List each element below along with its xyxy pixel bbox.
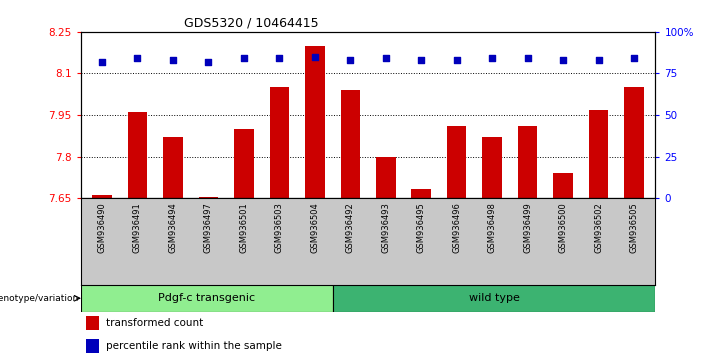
- Text: genotype/variation: genotype/variation: [0, 294, 79, 303]
- Bar: [81, 285, 332, 312]
- Text: GDS5320 / 10464415: GDS5320 / 10464415: [184, 16, 319, 29]
- Bar: [86, 316, 99, 330]
- Text: GSM936503: GSM936503: [275, 202, 284, 253]
- Point: [96, 59, 107, 65]
- Text: GSM936491: GSM936491: [133, 202, 142, 253]
- Bar: [86, 339, 99, 353]
- Bar: [411, 189, 431, 198]
- Point: [345, 57, 356, 63]
- Bar: [518, 126, 538, 198]
- Text: GSM936498: GSM936498: [488, 202, 497, 253]
- Point: [629, 56, 640, 61]
- Point: [168, 57, 179, 63]
- Text: GSM936490: GSM936490: [97, 202, 107, 253]
- Text: GSM936501: GSM936501: [239, 202, 248, 253]
- Bar: [305, 46, 325, 198]
- Bar: [163, 137, 183, 198]
- Bar: [376, 157, 395, 198]
- Bar: [625, 87, 644, 198]
- Text: transformed count: transformed count: [107, 318, 204, 328]
- Point: [380, 56, 391, 61]
- Text: GSM936499: GSM936499: [523, 202, 532, 253]
- Bar: [589, 109, 608, 198]
- Bar: [332, 285, 655, 312]
- Point: [451, 57, 463, 63]
- Point: [416, 57, 427, 63]
- Bar: [270, 87, 289, 198]
- Point: [486, 56, 498, 61]
- Text: GSM936500: GSM936500: [559, 202, 568, 253]
- Text: GSM936492: GSM936492: [346, 202, 355, 253]
- Text: Pdgf-c transgenic: Pdgf-c transgenic: [158, 293, 255, 303]
- Text: GSM936502: GSM936502: [594, 202, 603, 253]
- Point: [273, 56, 285, 61]
- Point: [203, 59, 214, 65]
- Bar: [92, 195, 111, 198]
- Point: [132, 56, 143, 61]
- Bar: [128, 112, 147, 198]
- Bar: [447, 126, 466, 198]
- Point: [238, 56, 250, 61]
- Text: GSM936496: GSM936496: [452, 202, 461, 253]
- Text: GSM936495: GSM936495: [417, 202, 426, 253]
- Text: GSM936493: GSM936493: [381, 202, 390, 253]
- Point: [593, 57, 604, 63]
- Bar: [198, 197, 218, 198]
- Text: GSM936497: GSM936497: [204, 202, 213, 253]
- Text: wild type: wild type: [468, 293, 519, 303]
- Point: [309, 54, 320, 60]
- Text: GSM936494: GSM936494: [168, 202, 177, 253]
- Bar: [553, 173, 573, 198]
- Text: GSM936504: GSM936504: [311, 202, 319, 253]
- Bar: [482, 137, 502, 198]
- Text: GSM936505: GSM936505: [629, 202, 639, 253]
- Bar: [341, 90, 360, 198]
- Bar: [234, 129, 254, 198]
- Point: [557, 57, 569, 63]
- Text: percentile rank within the sample: percentile rank within the sample: [107, 341, 283, 351]
- Point: [522, 56, 533, 61]
